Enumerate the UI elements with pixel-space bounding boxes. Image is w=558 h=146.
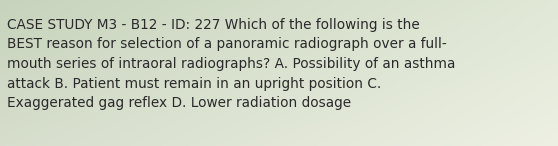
Text: CASE STUDY M3 - B12 - ID: 227 Which of the following is the
BEST reason for sele: CASE STUDY M3 - B12 - ID: 227 Which of t… bbox=[7, 18, 456, 110]
